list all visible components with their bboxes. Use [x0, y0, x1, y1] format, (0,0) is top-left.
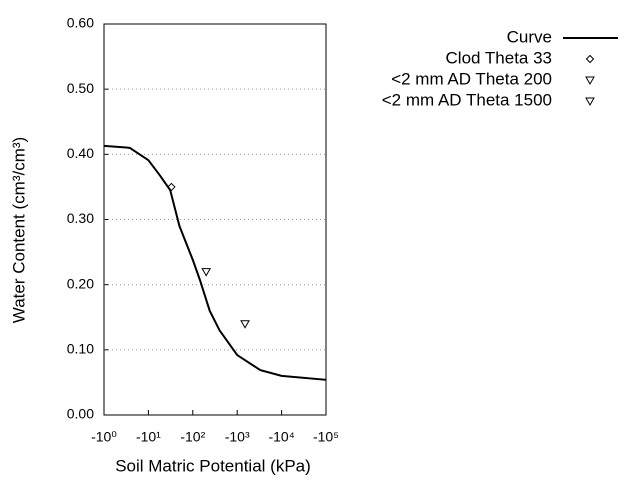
legend-label: Clod Theta 33	[446, 48, 552, 67]
y-tick-label: 0.50	[67, 80, 94, 96]
legend-label: <2 mm AD Theta 1500	[382, 90, 552, 109]
y-tick-label: 0.20	[67, 275, 94, 291]
legend-label: <2 mm AD Theta 200	[391, 69, 552, 88]
x-tick-label: -10²	[180, 429, 205, 445]
legend-marker	[585, 97, 595, 107]
y-tick-label: 0.00	[67, 406, 94, 422]
y-tick-label: 0.10	[67, 341, 94, 357]
x-axis-title: Soil Matric Potential (kPa)	[115, 456, 311, 475]
y-axis-title: Water Content (cm³/cm³)	[9, 137, 28, 323]
x-tick-label: -10⁵	[313, 429, 339, 445]
legend-marker	[585, 54, 595, 64]
y-tick-label: 0.30	[67, 210, 94, 226]
point	[167, 182, 176, 192]
y-tick-label: 0.40	[67, 145, 94, 161]
y-tick-label: 0.60	[67, 15, 94, 31]
legend-marker	[585, 76, 595, 86]
point	[240, 320, 250, 329]
point	[201, 268, 212, 277]
x-tick-label: -10³	[225, 429, 250, 445]
plot-frame	[103, 23, 327, 416]
x-tick-label: -10⁴	[268, 429, 294, 445]
x-tick-label: -10⁰	[91, 429, 117, 445]
x-tick-label: -10¹	[136, 429, 161, 445]
legend-label: Curve	[507, 27, 552, 46]
curve	[103, 144, 327, 381]
